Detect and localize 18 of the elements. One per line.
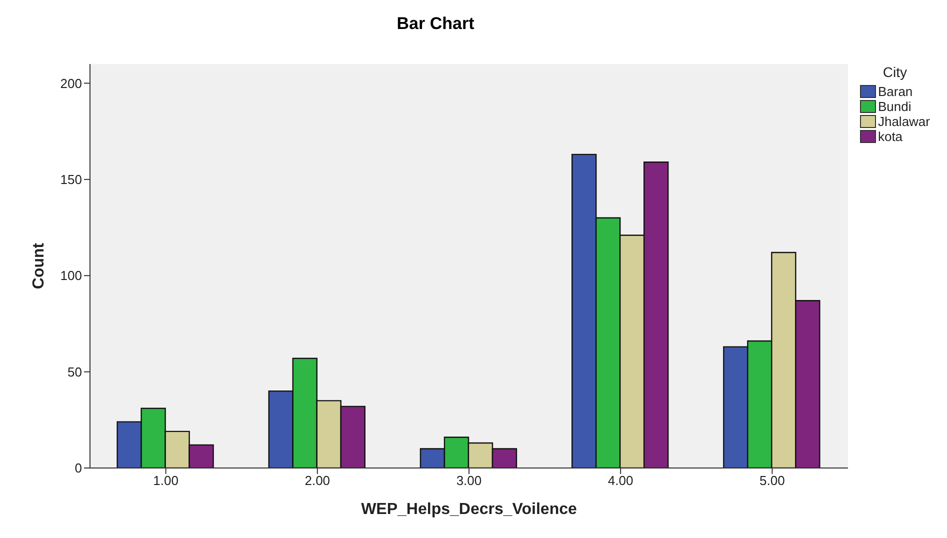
x-tick-label: 1.00	[153, 473, 178, 488]
y-tick-label: 100	[60, 268, 82, 284]
x-tick-label: 3.00	[456, 473, 482, 488]
y-axis-title: Count	[30, 242, 48, 290]
y-tick-label: 150	[60, 172, 82, 188]
legend-label: Jhalawar	[878, 114, 930, 129]
y-tick-label: 50	[68, 364, 82, 380]
chart-title: Bar Chart	[396, 14, 476, 34]
x-axis-title: WEP_Helps_Decrs_Voilence	[361, 501, 577, 518]
legend-label: Baran	[878, 84, 913, 99]
x-tick-label: 4.00	[608, 473, 634, 488]
x-tick-label: 5.00	[760, 473, 785, 488]
legend-label: kota	[878, 129, 903, 144]
legend-label: Bundi	[878, 99, 912, 114]
legend-title: City	[882, 64, 908, 80]
y-tick-label: 200	[60, 76, 82, 91]
y-tick-label: 0	[74, 460, 82, 476]
x-tick-label: 2.00	[304, 473, 330, 488]
